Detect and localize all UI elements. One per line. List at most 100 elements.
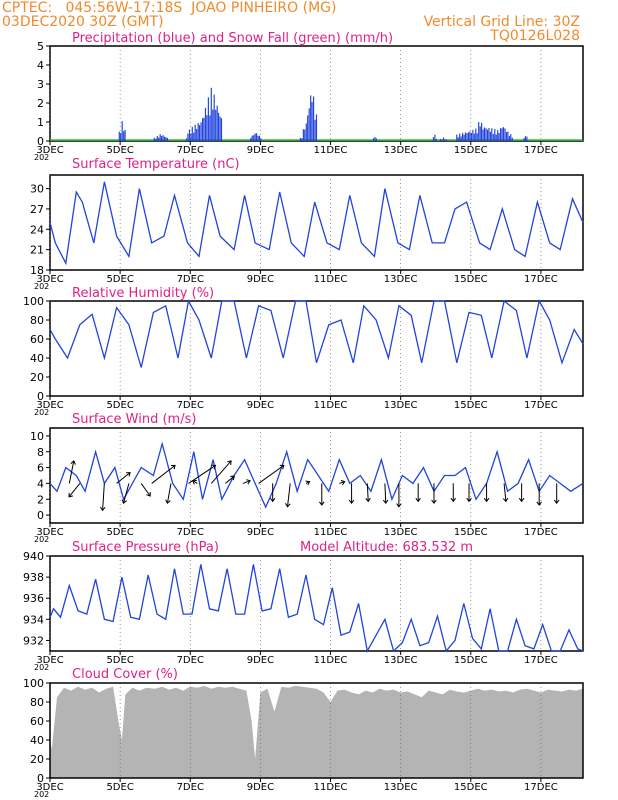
temp-xtick-label: 9DEC: [247, 274, 274, 285]
precip-year-hint: 202: [34, 153, 49, 162]
precip-bar: [153, 137, 155, 141]
rh-xtick-label: 5DEC: [106, 400, 133, 411]
precip-bar: [526, 136, 528, 141]
panel-temp: Surface Temperature (nC) 18 21 24 27 30 3DEC 5…: [30, 157, 584, 291]
precip-bar: [476, 133, 478, 141]
pres-ytick-label: 940: [23, 550, 44, 563]
precip-bar: [446, 139, 448, 141]
wind-vector-head: [553, 499, 560, 505]
temp-title: Surface Temperature (nC): [72, 157, 240, 172]
precip-bar: [219, 116, 221, 141]
precip-xtick-label: 13DEC: [384, 145, 418, 156]
precip-bar: [481, 122, 483, 141]
precip-bar: [213, 94, 215, 141]
precip-bar: [308, 108, 310, 141]
wind-xtick-label: 7DEC: [177, 527, 204, 538]
wind-vector: [384, 483, 387, 504]
pres-xtick-label: 17DEC: [524, 655, 558, 666]
wind-ytick-label: 8: [37, 446, 44, 459]
precip-bar: [166, 137, 169, 141]
precip-bar: [204, 107, 207, 141]
rh-xtick-label: 7DEC: [177, 400, 204, 411]
temp-ytick-label: 30: [30, 183, 44, 196]
rh-xtick-label: 15DEC: [454, 400, 488, 411]
temp-series-line: [49, 181, 584, 266]
cloud-xtick-label: 11DEC: [314, 782, 348, 793]
pres-year-hint: 202: [34, 663, 49, 672]
rh-ytick-label: 100: [23, 295, 44, 308]
precip-bar: [491, 128, 493, 141]
cloud-ytick-label: 60: [30, 715, 44, 728]
rh-ytick-label: 0: [37, 390, 44, 403]
wind-xtick-label: 3DEC: [36, 527, 63, 538]
precip-bar: [299, 137, 301, 141]
temp-ytick-label: 21: [30, 244, 44, 257]
precip-bar: [190, 133, 192, 141]
rh-ytick-label: 40: [30, 352, 44, 365]
wind-vector: [140, 483, 151, 497]
precip-bar: [443, 137, 445, 141]
wind-vector-head: [305, 480, 311, 486]
precip-bar: [460, 136, 462, 141]
cloud-ytick-label: 100: [23, 677, 44, 690]
precip-bar: [498, 133, 500, 141]
precip-bar: [200, 122, 202, 141]
cloud-ytick-label: 40: [30, 734, 44, 747]
precip-bar: [301, 138, 303, 141]
wind-vector-head: [536, 501, 542, 506]
precip-bar: [440, 138, 442, 141]
pres-ytick-label: 936: [23, 592, 44, 605]
precip-bar: [251, 135, 253, 141]
precip-bar: [489, 131, 491, 141]
precip-bar: [202, 118, 204, 141]
wind-vector: [503, 483, 507, 502]
precip-bar: [469, 131, 471, 141]
precip-xtick-label: 17DEC: [524, 145, 558, 156]
precip-xtick-label: 7DEC: [177, 145, 204, 156]
precip-bar: [500, 128, 502, 141]
precip-bar: [472, 129, 474, 141]
rh-ytick-label: 20: [30, 371, 44, 384]
rh-xtick-label: 3DEC: [36, 400, 63, 411]
precip-bar: [194, 124, 196, 141]
precip-bar: [305, 123, 307, 141]
pres-title: Surface Pressure (hPa): [72, 540, 219, 555]
precip-bar: [215, 109, 217, 141]
wind-vector-head: [211, 464, 217, 470]
wind-vector: [287, 483, 291, 507]
precip-title: Precipitation (blue) and Snow Fall (gree…: [72, 31, 393, 46]
wind-vector-head: [348, 499, 355, 505]
wind-vector: [116, 472, 131, 484]
wind-vector: [166, 483, 172, 504]
temp-xtick-label: 7DEC: [177, 274, 204, 285]
wind-frame: [49, 427, 584, 524]
precip-bar: [159, 134, 161, 141]
precip-bar: [220, 118, 223, 141]
wind-vector: [68, 483, 81, 498]
wind-series-line: [49, 441, 584, 509]
precip-bar: [495, 134, 497, 141]
precip-bar: [258, 135, 261, 141]
pres-xtick-label: 13DEC: [384, 655, 418, 666]
precip-xtick-label: 9DEC: [247, 145, 274, 156]
wind-vector: [68, 460, 75, 484]
precip-bar: [508, 136, 510, 141]
cloud-xtick-label: 13DEC: [384, 782, 418, 793]
wind-vector-head: [269, 497, 276, 503]
precip-bar: [488, 128, 490, 141]
precip-bar: [302, 129, 304, 141]
precip-bar: [492, 134, 494, 141]
wind-vector-head: [165, 499, 171, 505]
precip-ytick-label: 5: [37, 40, 44, 53]
temp-ytick-label: 24: [30, 223, 44, 236]
wind-vector-head: [431, 499, 437, 505]
temp-year-hint: 202: [34, 282, 49, 291]
precip-bar: [257, 135, 259, 141]
wind-year-hint: 202: [34, 535, 49, 544]
wind-vector-head: [246, 479, 251, 485]
precip-bar: [511, 137, 513, 141]
rh-ytick-label: 60: [30, 333, 44, 346]
precip-ytick-label: 4: [37, 59, 44, 72]
rh-series-line: [49, 299, 584, 368]
